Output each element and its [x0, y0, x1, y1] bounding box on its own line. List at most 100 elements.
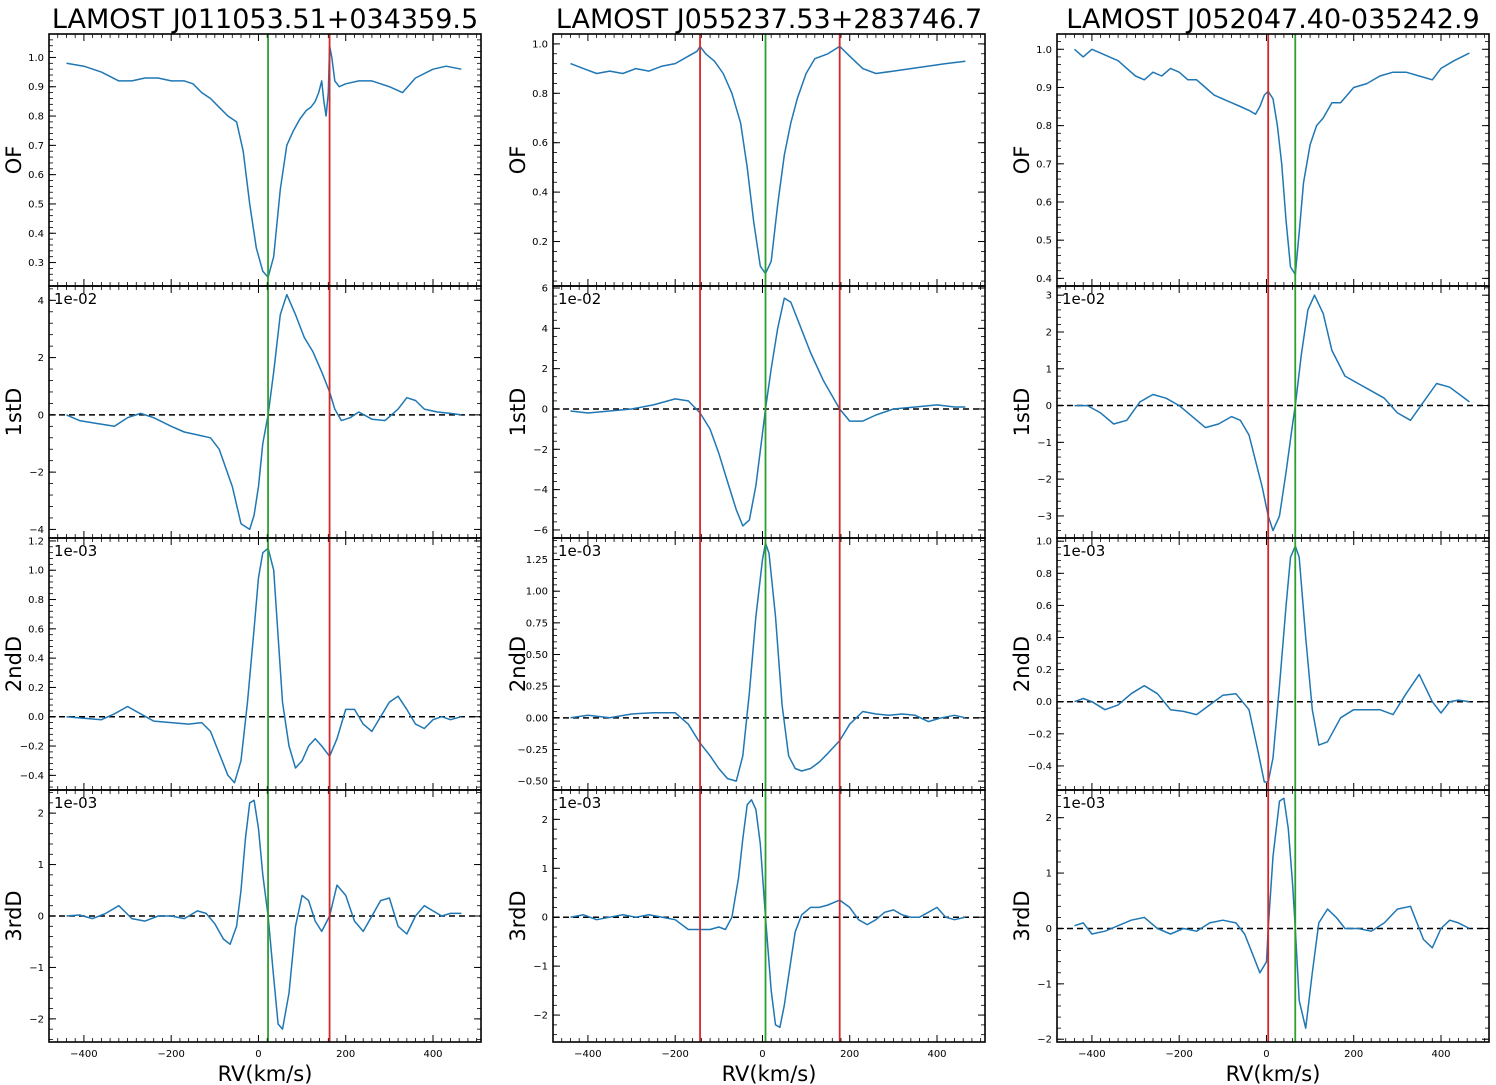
panel-OF: 0.4 0.5 0.6 0.7 0.8 0.9 1.0 OF	[1010, 33, 1490, 287]
panel-OF: 0.2 0.4 0.6 0.8 1.0 OF	[506, 33, 986, 287]
y-tick-label: 1	[542, 864, 548, 875]
x-tick-label: 0	[255, 1049, 261, 1060]
y-tick-label: 0.4	[28, 229, 44, 240]
y-tick-label: 2	[1046, 813, 1052, 824]
y-tick-label: 0.8	[532, 89, 548, 100]
y-tick-label: 1.0	[1036, 537, 1052, 548]
y-tick-label: 0	[542, 404, 548, 415]
panel-2ndD: −0.4 −0.2 0.0 0.2 0.4 0.6 0.8 1.0 2ndD 1e-03	[1010, 537, 1490, 791]
y-tick-label: 0.9	[1036, 83, 1052, 94]
scale-offset-label: 1e-02	[558, 290, 601, 308]
y-tick-label: −0.4	[20, 771, 44, 782]
y-tick-label: 0.9	[28, 82, 44, 93]
y-tick-label: 0.3	[28, 258, 44, 269]
y-tick-label: 3	[1046, 291, 1052, 302]
chart-column-2: LAMOST J055237.53+283746.7 0.2 0.4 0.6 0.8 1.…	[506, 4, 986, 1085]
y-tick-label: 1	[38, 860, 44, 871]
y-tick-label: 1.2	[28, 536, 44, 547]
panel-1stD: −6 −4 −2 0 2 4 6 1stD 1e-02	[506, 284, 986, 539]
y-tick-label: 0.2	[1036, 665, 1052, 676]
y-tick-label: 0.8	[28, 112, 44, 123]
y-tick-label: −0.4	[1028, 761, 1052, 772]
chart-title: LAMOST J052047.40-035242.9	[1066, 4, 1479, 35]
y-axis-label: 3rdD	[1010, 890, 1034, 941]
y-axis-label: 3rdD	[2, 890, 26, 941]
y-tick-label: −6	[533, 525, 548, 536]
y-tick-label: 0.4	[28, 654, 44, 665]
axes-frame	[1056, 789, 1490, 1043]
y-tick-label: 4	[542, 324, 548, 335]
series-line	[1074, 545, 1470, 783]
series-line	[66, 547, 462, 784]
y-tick-label: 4	[38, 296, 44, 307]
y-axis-label: OF	[2, 146, 26, 175]
chart-title: LAMOST J055237.53+283746.7	[556, 4, 982, 35]
scale-offset-label: 1e-02	[54, 290, 97, 308]
y-tick-label: 0.4	[1036, 633, 1052, 644]
axes-frame	[1056, 285, 1490, 539]
x-tick-label: 0	[759, 1049, 765, 1060]
series-line	[66, 799, 462, 1030]
x-tick-label: −200	[1165, 1049, 1192, 1060]
y-axis-label: OF	[506, 146, 530, 175]
y-axis-label: 3rdD	[506, 890, 530, 941]
y-tick-label: 0.75	[526, 618, 548, 629]
y-tick-label: 1.0	[1036, 45, 1052, 56]
x-tick-label: −400	[70, 1049, 97, 1060]
y-tick-label: −0.2	[20, 742, 44, 753]
y-tick-label: 0.0	[1036, 697, 1052, 708]
y-tick-label: 2	[542, 364, 548, 375]
scale-offset-label: 1e-03	[1062, 794, 1105, 812]
panel-3rdD: −2 −1 0 1 2 3rdD 1e-03 −400 −200 0 200 400 RV(km/s)	[506, 789, 986, 1085]
axes-frame	[48, 33, 482, 287]
series-line	[570, 45, 966, 275]
x-tick-label: 400	[1431, 1049, 1450, 1060]
axes-frame	[552, 285, 986, 539]
y-tick-label: −1	[533, 962, 548, 973]
y-tick-label: 0.8	[1036, 121, 1052, 132]
y-tick-label: −0.2	[1028, 729, 1052, 740]
x-tick-label: −400	[574, 1049, 601, 1060]
chart-column-1: LAMOST J011053.51+034359.50.30.40.50.60.…	[2, 4, 482, 1085]
y-tick-label: 0.6	[28, 170, 44, 181]
y-tick-label: 0.4	[1036, 274, 1052, 285]
y-axis-label: 1stD	[506, 388, 530, 437]
y-tick-label: 0.2	[28, 683, 44, 694]
chart-column-3: LAMOST J052047.40-035242.90.40.50.60.70.…	[1010, 4, 1490, 1085]
axes-frame	[552, 789, 986, 1043]
y-tick-label: 2	[542, 815, 548, 826]
y-tick-label: 0.25	[526, 682, 548, 693]
y-tick-label: 0.7	[1036, 159, 1052, 170]
x-axis-label: RV(km/s)	[1226, 1062, 1321, 1085]
y-tick-label: 0.7	[28, 141, 44, 152]
panel-1stD: −3 −2 −1 0 1 2 3 1stD 1e-02	[1010, 285, 1490, 539]
y-tick-label: 1.0	[532, 39, 548, 50]
y-tick-label: 0	[542, 913, 548, 924]
scale-offset-label: 1e-03	[54, 794, 97, 812]
series-line	[66, 293, 462, 531]
y-axis-label: 2ndD	[506, 636, 530, 692]
y-tick-label: 1.0	[28, 53, 44, 64]
panel-OF: 0.3 0.4 0.5 0.6 0.7 0.8 0.9 1.0 OF	[2, 33, 482, 287]
y-tick-label: −0.25	[517, 745, 548, 756]
scale-offset-label: 1e-03	[558, 794, 601, 812]
y-tick-label: −2	[1037, 1035, 1052, 1046]
y-tick-label: 0.8	[1036, 569, 1052, 580]
y-tick-label: −2	[533, 445, 548, 456]
x-tick-label: 400	[927, 1049, 946, 1060]
y-tick-label: 0.8	[28, 595, 44, 606]
y-axis-label: OF	[1010, 146, 1034, 175]
axes-frame	[552, 33, 986, 287]
y-tick-label: −0.50	[517, 777, 548, 788]
x-tick-label: 200	[336, 1049, 355, 1060]
scale-offset-label: 1e-02	[1062, 290, 1105, 308]
y-tick-label: 6	[542, 284, 548, 295]
y-tick-label: 0.5	[1036, 236, 1052, 247]
y-axis-label: 2ndD	[2, 636, 26, 692]
y-tick-label: −1	[1037, 979, 1052, 990]
series-line	[570, 799, 966, 1029]
scale-offset-label: 1e-03	[54, 542, 97, 560]
x-tick-label: −200	[157, 1049, 184, 1060]
y-tick-label: 1	[1046, 364, 1052, 375]
